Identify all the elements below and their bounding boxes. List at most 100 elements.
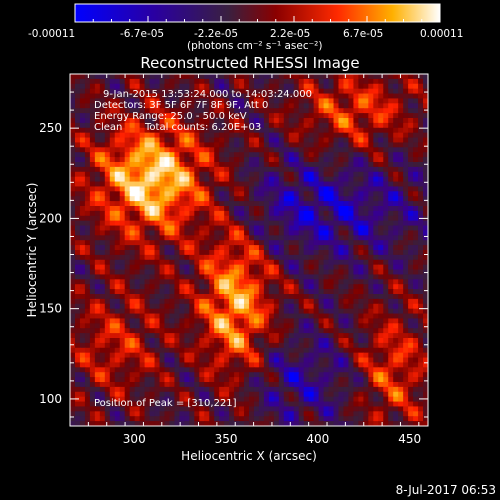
heatmap-cell <box>124 338 131 344</box>
heatmap-cell <box>313 269 320 276</box>
heatmap-cell <box>268 401 275 408</box>
heatmap-cell <box>74 338 81 344</box>
heatmap-cell <box>189 391 195 398</box>
heatmap-cell <box>293 108 300 114</box>
heatmap-cell <box>70 318 76 324</box>
heatmap-cell <box>179 289 185 295</box>
heatmap-cell <box>144 147 151 153</box>
heatmap-cell <box>273 362 280 368</box>
heatmap-cell <box>343 137 350 144</box>
heatmap-cell <box>79 176 86 183</box>
heatmap-cell <box>224 206 230 212</box>
heatmap-cell <box>249 318 255 324</box>
heatmap-cell <box>333 152 340 158</box>
heatmap-cell <box>413 132 419 139</box>
heatmap-cell <box>134 176 141 183</box>
heatmap-cell <box>244 235 250 241</box>
heatmap-cell <box>189 367 195 373</box>
heatmap-cell <box>268 113 275 119</box>
heatmap-cell <box>209 157 215 163</box>
heatmap-cell <box>323 347 330 354</box>
heatmap-cell <box>388 152 394 158</box>
heatmap-cell <box>84 313 91 320</box>
heatmap-cell <box>263 254 270 261</box>
heatmap-cell <box>273 245 280 251</box>
heatmap-cell <box>408 157 414 163</box>
heatmap-cell <box>249 308 255 315</box>
heatmap-cell <box>373 83 379 90</box>
heatmap-cell <box>298 352 305 359</box>
heatmap-cell <box>179 201 185 207</box>
heatmap-cell <box>184 308 190 315</box>
heatmap-cell <box>263 396 270 403</box>
heatmap-cell <box>149 279 156 285</box>
heatmap-cell <box>244 122 250 129</box>
heatmap-cell <box>139 235 146 241</box>
heatmap-cell <box>283 108 290 114</box>
heatmap-cell <box>249 196 255 202</box>
heatmap-cell <box>278 240 285 246</box>
heatmap-cell <box>273 259 280 266</box>
heatmap-cell <box>224 220 230 227</box>
heatmap-cell <box>224 352 230 359</box>
heatmap-cell <box>413 147 419 153</box>
heatmap-cell <box>159 245 166 251</box>
heatmap-cell <box>283 210 290 217</box>
heatmap-cell <box>393 338 399 344</box>
heatmap-cell <box>189 191 195 197</box>
heatmap-cell <box>104 289 111 295</box>
heatmap-cell <box>219 240 225 246</box>
heatmap-cell <box>318 323 325 329</box>
heatmap-cell <box>268 181 275 188</box>
heatmap-cell <box>144 118 151 124</box>
heatmap-cell <box>154 191 161 197</box>
heatmap-cell <box>418 206 424 212</box>
heatmap-cell <box>224 235 230 241</box>
heatmap-cell <box>114 132 121 139</box>
heatmap-cell <box>393 401 399 408</box>
heatmap-cell <box>378 152 384 158</box>
heatmap-cell <box>268 298 275 305</box>
heatmap-cell <box>154 142 161 148</box>
heatmap-cell <box>109 206 116 212</box>
heatmap-cell <box>273 78 280 85</box>
heatmap-cell <box>398 230 404 236</box>
heatmap-cell <box>124 225 131 232</box>
heatmap-cell <box>209 254 215 261</box>
heatmap-cell <box>293 294 300 300</box>
heatmap-cell <box>199 206 205 212</box>
heatmap-cell <box>204 103 210 109</box>
heatmap-cell <box>194 323 200 329</box>
heatmap-cell <box>273 303 280 310</box>
heatmap-cell <box>358 289 364 295</box>
heatmap-cell <box>253 127 260 134</box>
heatmap-cell <box>328 357 335 364</box>
heatmap-cell <box>84 191 91 197</box>
heatmap-cell <box>368 386 374 393</box>
heatmap-cell <box>94 274 101 280</box>
heatmap-cell <box>298 333 305 339</box>
heatmap-cell <box>84 88 91 95</box>
heatmap-cell <box>139 377 146 383</box>
heatmap-cell <box>293 352 300 359</box>
heatmap-cell <box>159 386 166 393</box>
heatmap-cell <box>308 206 315 212</box>
heatmap-cell <box>74 225 81 232</box>
heatmap-cell <box>199 284 205 290</box>
heatmap-cell <box>159 342 166 349</box>
heatmap-cell <box>258 162 265 168</box>
heatmap-cell <box>358 166 364 173</box>
heatmap-cell <box>363 347 369 354</box>
heatmap-cell <box>323 386 330 393</box>
heatmap-cell <box>219 264 225 271</box>
heatmap-cell <box>363 142 369 148</box>
heatmap-cell <box>219 83 225 90</box>
heatmap-cell <box>393 132 399 139</box>
heatmap-cell <box>408 137 414 144</box>
heatmap-cell <box>74 235 81 241</box>
heatmap-cell <box>373 113 379 119</box>
heatmap-cell <box>114 113 121 119</box>
heatmap-cell <box>104 240 111 246</box>
heatmap-cell <box>249 250 255 256</box>
